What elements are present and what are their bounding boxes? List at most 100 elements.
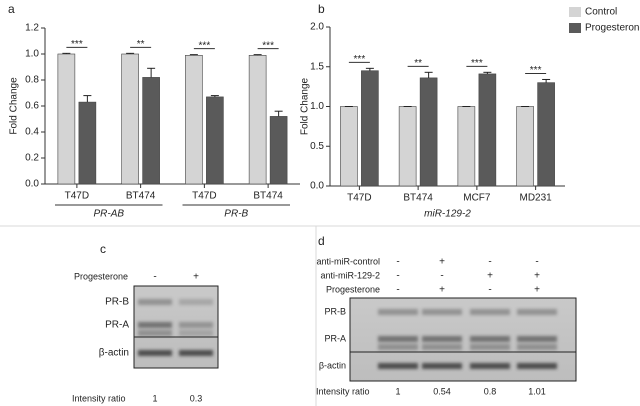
treatment-sign: -: [440, 271, 443, 282]
panel-label: d: [318, 234, 325, 248]
ratio-value: 0.3: [190, 393, 203, 403]
bar: [142, 77, 160, 185]
x-tick-label: T47D: [65, 191, 89, 202]
treatment-sign: +: [193, 272, 199, 283]
band-label: PR-A: [105, 320, 129, 331]
blot-band: [378, 336, 418, 342]
legend-swatch: [569, 23, 581, 33]
y-tick-label: 1.0: [310, 101, 324, 112]
blot-band: [138, 322, 172, 328]
x-tick-label: MD231: [520, 193, 553, 204]
blot-band: [422, 344, 462, 350]
x-tick-label: BT474: [126, 191, 156, 202]
bar: [269, 116, 288, 185]
panel-label: b: [318, 2, 325, 16]
ratio-value: 0.54: [433, 386, 451, 396]
blot-band: [422, 309, 462, 315]
significance-label: ***: [471, 58, 483, 69]
y-axis-label: Fold Change: [9, 77, 20, 135]
ratio-value: 1: [152, 393, 157, 403]
blot-band: [179, 350, 213, 356]
treatment-label: anti-miR-129-2: [320, 270, 380, 280]
bar: [419, 77, 438, 187]
treatment-sign: +: [534, 271, 540, 282]
y-tick-label: 0.5: [310, 141, 324, 152]
panel-label: c: [100, 242, 106, 256]
blot-band: [179, 299, 213, 305]
group-label: PR-AB: [93, 209, 124, 220]
blot-band: [179, 322, 213, 328]
y-tick-label: 0.0: [310, 181, 324, 192]
treatment-sign: -: [396, 285, 399, 296]
treatment-sign: -: [488, 285, 491, 296]
treatment-sign: -: [396, 271, 399, 282]
bar: [248, 54, 267, 185]
bar: [206, 96, 224, 185]
bar: [361, 70, 379, 187]
ratio-label: Intensity ratio: [72, 393, 126, 403]
y-tick-label: 2.0: [310, 22, 324, 33]
significance-label: ***: [530, 65, 542, 76]
treatment-sign: -: [488, 257, 491, 268]
blot-band: [378, 309, 418, 315]
blot-band: [517, 309, 557, 315]
band-label: PR-B: [324, 306, 346, 316]
treatment-sign: -: [396, 257, 399, 268]
significance-label: ***: [354, 54, 366, 65]
x-tick-label: T47D: [347, 193, 371, 204]
treatment-sign: -: [153, 272, 156, 283]
band-label: β-actin: [319, 360, 346, 370]
y-tick-label: 1.0: [25, 49, 39, 60]
blot-band: [470, 336, 510, 342]
blot-band: [517, 363, 557, 369]
bar: [121, 53, 139, 185]
blot-band: [138, 350, 172, 356]
treatment-sign: +: [534, 285, 540, 296]
band-label: β-actin: [99, 348, 129, 359]
y-tick-label: 1.2: [25, 23, 39, 34]
bar: [57, 53, 76, 185]
blot-band: [179, 330, 213, 336]
ratio-value: 1: [395, 386, 400, 396]
significance-label: ***: [199, 40, 211, 51]
blot-band: [422, 336, 462, 342]
significance-label: ***: [71, 39, 83, 50]
blot-band: [470, 309, 510, 315]
ratio-label: Intensity ratio: [316, 386, 370, 396]
treatment-sign: +: [439, 257, 445, 268]
y-tick-label: 0.4: [25, 127, 39, 138]
y-tick-label: 0.2: [25, 153, 39, 164]
x-tick-label: BT474: [253, 191, 283, 202]
bar: [185, 54, 203, 185]
y-tick-label: 1.5: [310, 61, 324, 72]
treatment-sign: -: [535, 257, 538, 268]
bar: [457, 106, 476, 187]
y-tick-label: 0.8: [25, 75, 39, 86]
bar: [516, 106, 534, 187]
bar: [537, 82, 555, 187]
y-tick-label: 0.0: [25, 179, 39, 190]
blot-band: [517, 336, 557, 342]
blot-band: [378, 363, 418, 369]
x-tick-label: BT474: [403, 193, 433, 204]
group-label: PR-B: [224, 209, 248, 220]
blot-band: [138, 299, 172, 305]
ratio-value: 1.01: [528, 386, 546, 396]
significance-label: **: [137, 39, 145, 50]
treatment-sign: +: [439, 285, 445, 296]
y-axis-label: Fold Change: [300, 77, 311, 135]
legend-label: Control: [585, 7, 617, 18]
band-label: PR-B: [105, 297, 129, 308]
treatment-sign: +: [487, 271, 493, 282]
y-tick-label: 0.6: [25, 101, 39, 112]
treatment-label: Progesterone: [326, 284, 380, 294]
bar: [398, 106, 417, 187]
x-axis-label: miR-129-2: [424, 209, 471, 220]
bar: [478, 73, 497, 187]
treatment-label: anti-miR-control: [316, 256, 380, 266]
bar: [78, 101, 97, 185]
legend-label: Progesterone: [585, 23, 640, 34]
blot-band: [517, 344, 557, 350]
ratio-value: 0.8: [484, 386, 497, 396]
